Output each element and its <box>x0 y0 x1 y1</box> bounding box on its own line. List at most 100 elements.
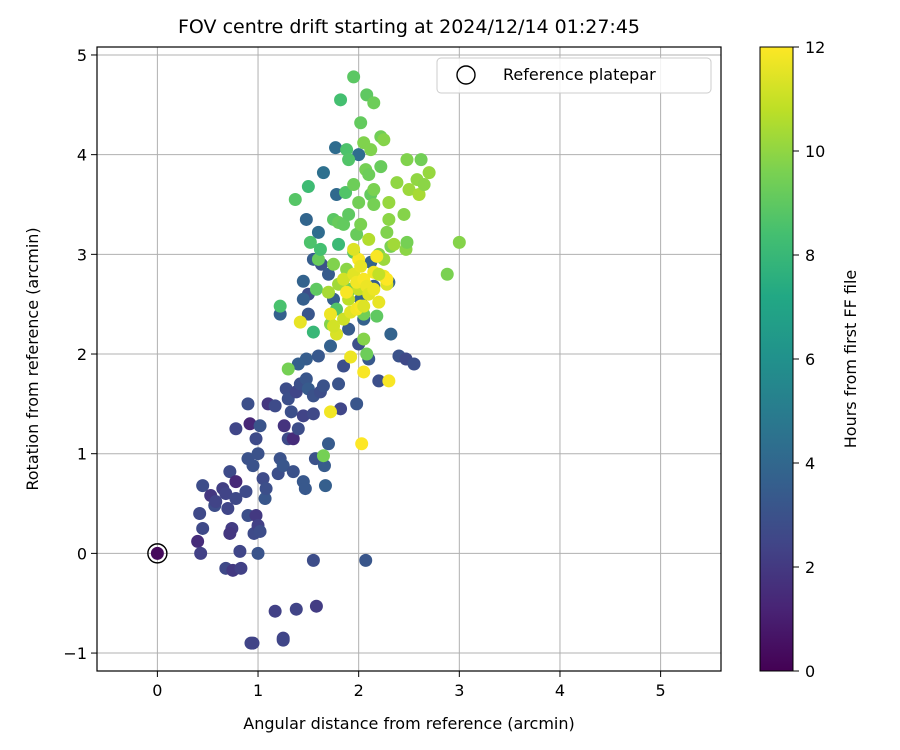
data-point <box>400 235 414 249</box>
data-point <box>364 143 378 157</box>
data-point <box>316 166 330 180</box>
data-point <box>334 93 348 107</box>
data-point <box>382 212 396 226</box>
data-point <box>357 365 371 379</box>
data-point <box>374 160 388 174</box>
legend-marker-icon <box>456 65 476 85</box>
data-point <box>291 357 305 371</box>
data-point <box>253 524 267 538</box>
data-point <box>380 225 394 239</box>
data-point <box>281 362 295 376</box>
data-point <box>289 602 303 616</box>
colorbar-tick-label: 10 <box>805 142 825 161</box>
y-axis-title: Rotation from reference (arcmin) <box>23 227 42 490</box>
data-point <box>342 153 356 167</box>
data-point <box>329 141 343 155</box>
colorbar-tick-label: 12 <box>805 38 825 57</box>
data-point <box>306 407 320 421</box>
data-point <box>354 217 368 231</box>
data-point <box>229 492 243 506</box>
data-point <box>350 397 364 411</box>
data-point <box>223 465 237 479</box>
data-point <box>354 259 368 273</box>
data-point <box>362 168 376 182</box>
data-point <box>387 237 401 251</box>
data-point <box>150 546 164 560</box>
colorbar-label: Hours from first FF file <box>841 270 860 449</box>
data-point <box>209 495 223 509</box>
data-point <box>323 307 337 321</box>
y-tick-label: 2 <box>77 345 87 364</box>
data-point <box>347 242 361 256</box>
data-point <box>327 319 341 333</box>
data-point <box>233 544 247 558</box>
data-point <box>347 70 361 84</box>
data-point <box>273 299 287 313</box>
data-point <box>321 267 335 281</box>
data-point <box>286 432 300 446</box>
data-point <box>229 422 243 436</box>
colorbar-tick-label: 6 <box>805 350 815 369</box>
data-point <box>377 133 391 147</box>
colorbar-tick-label: 2 <box>805 558 815 577</box>
data-point <box>311 225 325 239</box>
data-point <box>414 153 428 167</box>
data-point <box>243 417 257 431</box>
data-point <box>372 267 386 281</box>
data-point <box>370 309 384 323</box>
data-point <box>321 437 335 451</box>
data-point <box>239 485 253 499</box>
data-point <box>301 180 315 194</box>
data-point <box>251 546 265 560</box>
y-axis: −1 0 1 2 3 4 5 <box>63 46 97 663</box>
data-point <box>316 449 330 463</box>
data-point <box>194 546 208 560</box>
data-point <box>293 315 307 329</box>
data-point <box>276 459 290 473</box>
data-point <box>258 492 272 506</box>
plot-frame <box>96 46 722 672</box>
x-tick-label: 3 <box>454 681 464 700</box>
data-point <box>372 295 386 309</box>
data-point <box>367 197 381 211</box>
data-point <box>355 437 369 451</box>
data-point <box>334 402 348 416</box>
legend-box <box>436 57 712 94</box>
data-point <box>382 374 396 388</box>
data-point <box>350 227 364 241</box>
data-point <box>296 409 310 423</box>
data-point <box>402 183 416 197</box>
y-tick-label: 3 <box>77 245 87 264</box>
x-tick-label: 5 <box>656 681 666 700</box>
data-point <box>422 166 436 180</box>
data-point <box>372 374 386 388</box>
data-point <box>344 350 358 364</box>
data-point <box>301 307 315 321</box>
data-point <box>268 399 282 413</box>
legend-label: Reference platepar <box>503 65 656 84</box>
chart-title: FOV centre drift starting at 2024/12/14 … <box>178 16 640 38</box>
data-point <box>256 472 270 486</box>
data-point <box>317 459 331 473</box>
data-point <box>367 183 381 197</box>
data-point <box>221 502 235 516</box>
data-points <box>150 70 466 650</box>
data-point <box>196 521 210 535</box>
data-point <box>321 285 335 299</box>
colorbar-tick-label: 8 <box>805 246 815 265</box>
data-point <box>354 116 368 130</box>
data-point <box>298 482 312 496</box>
data-point <box>382 196 396 210</box>
data-point <box>384 327 398 341</box>
data-point <box>352 196 366 210</box>
data-point <box>337 359 351 373</box>
colorbar-ticks: 0 2 4 6 8 10 12 <box>793 38 825 681</box>
data-point <box>249 432 263 446</box>
y-tick-label: 1 <box>77 445 87 464</box>
colorbar: 0 2 4 6 8 10 12 Hours from first FF file <box>759 38 860 681</box>
data-point <box>311 252 325 266</box>
data-point <box>253 419 267 433</box>
data-point <box>313 242 327 256</box>
data-point <box>417 178 431 192</box>
data-point <box>337 272 351 286</box>
